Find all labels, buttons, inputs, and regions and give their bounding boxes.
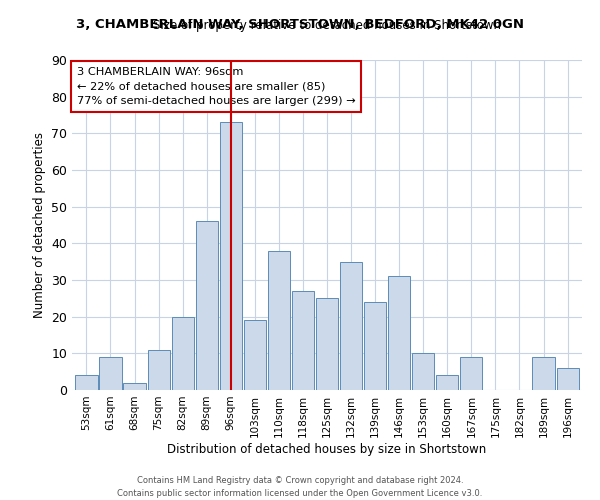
Bar: [412, 354, 434, 390]
Bar: [76, 376, 98, 390]
Text: 3 CHAMBERLAIN WAY: 96sqm
← 22% of detached houses are smaller (85)
77% of semi-d: 3 CHAMBERLAIN WAY: 96sqm ← 22% of detach…: [77, 66, 356, 106]
Bar: [172, 316, 194, 390]
Bar: [292, 291, 314, 390]
Title: Size of property relative to detached houses in Shortstown: Size of property relative to detached ho…: [153, 20, 501, 32]
Bar: [340, 262, 362, 390]
Bar: [557, 368, 578, 390]
Text: Contains HM Land Registry data © Crown copyright and database right 2024.
Contai: Contains HM Land Registry data © Crown c…: [118, 476, 482, 498]
Bar: [388, 276, 410, 390]
Bar: [220, 122, 242, 390]
Bar: [364, 302, 386, 390]
Bar: [268, 250, 290, 390]
Bar: [196, 222, 218, 390]
Text: 3, CHAMBERLAIN WAY, SHORTSTOWN, BEDFORD, MK42 0GN: 3, CHAMBERLAIN WAY, SHORTSTOWN, BEDFORD,…: [76, 18, 524, 30]
Bar: [532, 357, 554, 390]
Bar: [316, 298, 338, 390]
Bar: [460, 357, 482, 390]
Bar: [100, 357, 122, 390]
Bar: [244, 320, 266, 390]
X-axis label: Distribution of detached houses by size in Shortstown: Distribution of detached houses by size …: [167, 442, 487, 456]
Bar: [148, 350, 170, 390]
Bar: [124, 382, 146, 390]
Bar: [436, 376, 458, 390]
Y-axis label: Number of detached properties: Number of detached properties: [32, 132, 46, 318]
